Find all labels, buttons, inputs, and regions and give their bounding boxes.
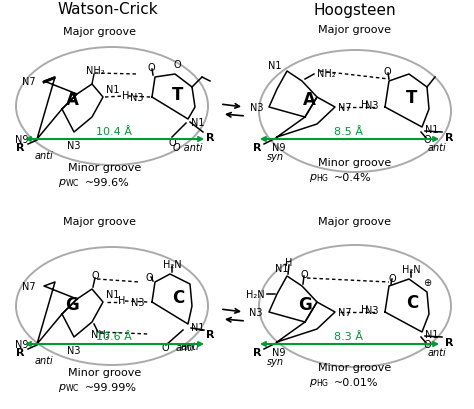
Text: N1: N1 <box>106 289 119 299</box>
Text: ~0.4%: ~0.4% <box>334 173 372 182</box>
Text: NH₂: NH₂ <box>317 69 336 79</box>
Text: R: R <box>16 347 24 357</box>
Text: Major groove: Major groove <box>319 25 392 35</box>
Text: H: H <box>285 257 292 267</box>
Text: $p_{\rm HG}$: $p_{\rm HG}$ <box>309 172 329 184</box>
Text: $p_{\rm WC}$: $p_{\rm WC}$ <box>58 177 80 189</box>
Text: A: A <box>302 91 315 109</box>
Text: Major groove: Major groove <box>64 216 137 227</box>
Text: N3: N3 <box>250 103 264 113</box>
Text: Minor groove: Minor groove <box>68 163 142 173</box>
Text: Major groove: Major groove <box>64 27 137 37</box>
Text: O: O <box>383 67 391 77</box>
Text: O: O <box>300 270 308 279</box>
Text: G: G <box>298 295 312 313</box>
Text: T: T <box>406 89 418 107</box>
Text: H: H <box>361 100 369 110</box>
Text: O: O <box>423 339 431 349</box>
Text: R: R <box>253 347 261 357</box>
Text: N9: N9 <box>16 339 29 349</box>
Text: syn: syn <box>266 152 283 162</box>
Text: 10.6 Å: 10.6 Å <box>96 331 132 341</box>
Text: ~99.99%: ~99.99% <box>85 382 137 392</box>
Text: H₂N: H₂N <box>246 289 265 299</box>
Text: ~0.01%: ~0.01% <box>334 377 379 387</box>
Text: H: H <box>122 91 130 101</box>
Text: N3: N3 <box>67 345 81 355</box>
Text: Watson-Crick: Watson-Crick <box>58 2 158 18</box>
Text: N3: N3 <box>249 307 263 317</box>
Text: Major groove: Major groove <box>319 216 392 227</box>
Text: ⊕: ⊕ <box>423 277 431 287</box>
Text: R: R <box>16 143 24 153</box>
Text: ~99.6%: ~99.6% <box>85 178 130 188</box>
Text: N3: N3 <box>131 297 145 307</box>
Text: 10.4 Å: 10.4 Å <box>96 127 132 137</box>
Text: N3: N3 <box>365 305 379 315</box>
Text: O: O <box>161 342 169 352</box>
Text: C: C <box>406 293 418 311</box>
Text: R: R <box>253 143 261 153</box>
Text: anti: anti <box>428 143 447 153</box>
Text: $p_{\rm WC}$: $p_{\rm WC}$ <box>58 381 80 393</box>
Text: N9: N9 <box>16 135 29 145</box>
Text: A: A <box>65 91 78 109</box>
Text: 8.5 Å: 8.5 Å <box>335 127 364 137</box>
Text: O: O <box>388 273 396 283</box>
Text: N1: N1 <box>425 329 438 339</box>
Text: anti: anti <box>176 342 194 352</box>
Text: N1: N1 <box>275 263 289 273</box>
Text: N1: N1 <box>106 85 119 95</box>
Text: N7: N7 <box>338 103 352 113</box>
Text: N7: N7 <box>22 281 36 291</box>
Text: N1: N1 <box>268 61 282 71</box>
Text: Minor groove: Minor groove <box>68 367 142 377</box>
Text: N3: N3 <box>130 93 144 103</box>
Text: T: T <box>173 86 184 104</box>
Text: N7: N7 <box>338 307 352 317</box>
Text: O: O <box>173 60 181 70</box>
Text: Hoogsteen: Hoogsteen <box>314 2 396 18</box>
Text: R: R <box>206 329 214 339</box>
Text: NH₂: NH₂ <box>86 66 104 76</box>
Text: O: O <box>423 135 431 145</box>
Text: H: H <box>361 304 369 314</box>
Text: anti: anti <box>35 355 54 365</box>
Text: N9: N9 <box>272 347 286 357</box>
Text: anti: anti <box>35 151 54 161</box>
Text: $p_{\rm HG}$: $p_{\rm HG}$ <box>309 376 329 388</box>
Text: N3: N3 <box>365 101 379 111</box>
Text: N1: N1 <box>425 125 438 135</box>
Text: Minor groove: Minor groove <box>319 157 392 168</box>
Text: H₂N: H₂N <box>401 264 420 274</box>
Text: O: O <box>91 270 99 280</box>
Text: anti: anti <box>181 341 200 351</box>
Text: O: O <box>168 138 176 148</box>
Text: H: H <box>118 295 126 305</box>
Text: Minor groove: Minor groove <box>319 362 392 372</box>
Text: N7: N7 <box>22 77 36 87</box>
Text: O: O <box>147 63 155 73</box>
Text: C: C <box>172 288 184 306</box>
Text: R: R <box>445 133 453 143</box>
Text: R: R <box>206 133 214 143</box>
Text: O: O <box>145 272 153 282</box>
Text: anti: anti <box>428 347 447 357</box>
Text: N1: N1 <box>191 118 204 128</box>
Text: O anti: O anti <box>173 143 203 153</box>
Text: N3: N3 <box>67 141 81 151</box>
Text: N1: N1 <box>191 322 204 332</box>
Text: N9: N9 <box>272 143 286 153</box>
Text: syn: syn <box>266 356 283 366</box>
Text: 8.3 Å: 8.3 Å <box>335 331 364 341</box>
Text: NH₂: NH₂ <box>91 329 109 339</box>
Text: H₂N: H₂N <box>163 259 182 270</box>
Text: G: G <box>65 295 79 313</box>
Text: R: R <box>445 337 453 347</box>
